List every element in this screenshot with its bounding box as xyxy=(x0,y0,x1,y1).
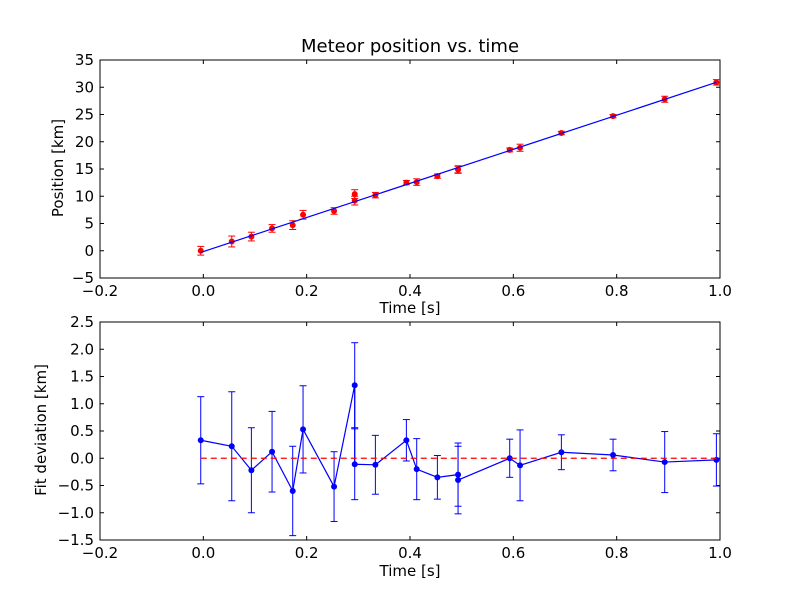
deviation-ytick-label: −0.5 xyxy=(58,477,94,495)
deviation-ytick-label: 0.5 xyxy=(70,422,94,440)
position-xtick-label: 0.2 xyxy=(295,282,319,300)
deviation-ytick-label: 2.5 xyxy=(70,313,94,331)
position-fit-line xyxy=(200,81,717,253)
deviation-ytick-label: 1.0 xyxy=(70,395,94,413)
position-ytick-label: 0 xyxy=(84,242,94,260)
deviation-ytick-label: 1.5 xyxy=(70,368,94,386)
deviation-data-point xyxy=(372,461,379,468)
deviation-data-point xyxy=(610,451,617,458)
position-ytick-label: 30 xyxy=(75,78,94,96)
position-data-point xyxy=(289,222,296,229)
position-ytick-label: 25 xyxy=(75,106,94,124)
position-ytick-label: 15 xyxy=(75,160,94,178)
deviation-data-point xyxy=(661,459,668,466)
position-xtick-label: 0.6 xyxy=(501,282,525,300)
position-ytick-label: 35 xyxy=(75,51,94,69)
deviation-xtick-label: 0.2 xyxy=(295,544,319,562)
deviation-data-point xyxy=(403,437,410,444)
deviation-chart-ylabel: Fit deviation [km] xyxy=(32,364,50,496)
position-ytick-label: −5 xyxy=(72,269,94,287)
deviation-data-point xyxy=(248,467,255,474)
position-data-point xyxy=(197,247,204,254)
position-chart-xlabel: Time [s] xyxy=(379,299,441,317)
position-chart-title: Meteor position vs. time xyxy=(301,36,519,57)
deviation-ytick-label: −1.0 xyxy=(58,504,94,522)
deviation-data-point xyxy=(269,448,276,455)
position-ytick-label: 5 xyxy=(84,215,94,233)
deviation-ytick-label: 2.0 xyxy=(70,340,94,358)
position-chart: Meteor position vs. time Time [s] Positi… xyxy=(49,36,732,317)
position-chart-ylabel: Position [km] xyxy=(49,119,67,217)
position-xtick-label: 0.4 xyxy=(398,282,422,300)
position-data-point xyxy=(300,211,307,218)
deviation-data-point xyxy=(331,483,338,490)
position-ytick-label: 20 xyxy=(75,133,94,151)
deviation-data-point xyxy=(455,477,462,484)
deviation-xtick-label: 0.8 xyxy=(605,544,629,562)
deviation-data-point xyxy=(351,461,358,468)
deviation-data-point xyxy=(300,426,307,433)
position-data-point xyxy=(351,191,358,198)
position-chart-plot-area: −0.2 0.0 0.2 0.4 0.6 0.8 1.0 −5 0 5 10 15 20 25 30 35 xyxy=(72,51,732,300)
position-xtick-label: 1.0 xyxy=(708,282,732,300)
deviation-data-point xyxy=(434,474,441,481)
deviation-axes-frame xyxy=(99,321,721,541)
position-xtick-label: 0.8 xyxy=(605,282,629,300)
deviation-data-point xyxy=(351,382,358,389)
deviation-chart-xlabel: Time [s] xyxy=(379,562,441,580)
deviation-xtick-label: 1.0 xyxy=(708,544,732,562)
position-ytick-label: 10 xyxy=(75,187,94,205)
deviation-xtick-label: −0.2 xyxy=(82,544,118,562)
deviation-xtick-label: 0.0 xyxy=(191,544,215,562)
deviation-chart: Time [s] Fit deviation [km] −0.2 0.0 0.2 0.… xyxy=(32,313,732,580)
deviation-xtick-label: 0.6 xyxy=(501,544,525,562)
position-xtick-label: −0.2 xyxy=(82,282,118,300)
deviation-xtick-label: 0.4 xyxy=(398,544,422,562)
deviation-data-point xyxy=(289,487,296,494)
deviation-ytick-label: −1.5 xyxy=(58,531,94,549)
deviation-chart-plot-area: −0.2 0.0 0.2 0.4 0.6 0.8 1.0 −1.5 −1.0 −0.5 0.0 0.5… xyxy=(58,313,732,562)
deviation-data-point xyxy=(413,466,420,473)
deviation-data-point xyxy=(228,443,235,450)
deviation-data-point xyxy=(197,437,204,444)
deviation-data-point xyxy=(517,462,524,469)
deviation-data-point xyxy=(558,449,565,456)
deviation-ytick-label: 0.0 xyxy=(70,449,94,467)
position-axes-frame xyxy=(99,59,721,279)
position-xtick-label: 0.0 xyxy=(191,282,215,300)
